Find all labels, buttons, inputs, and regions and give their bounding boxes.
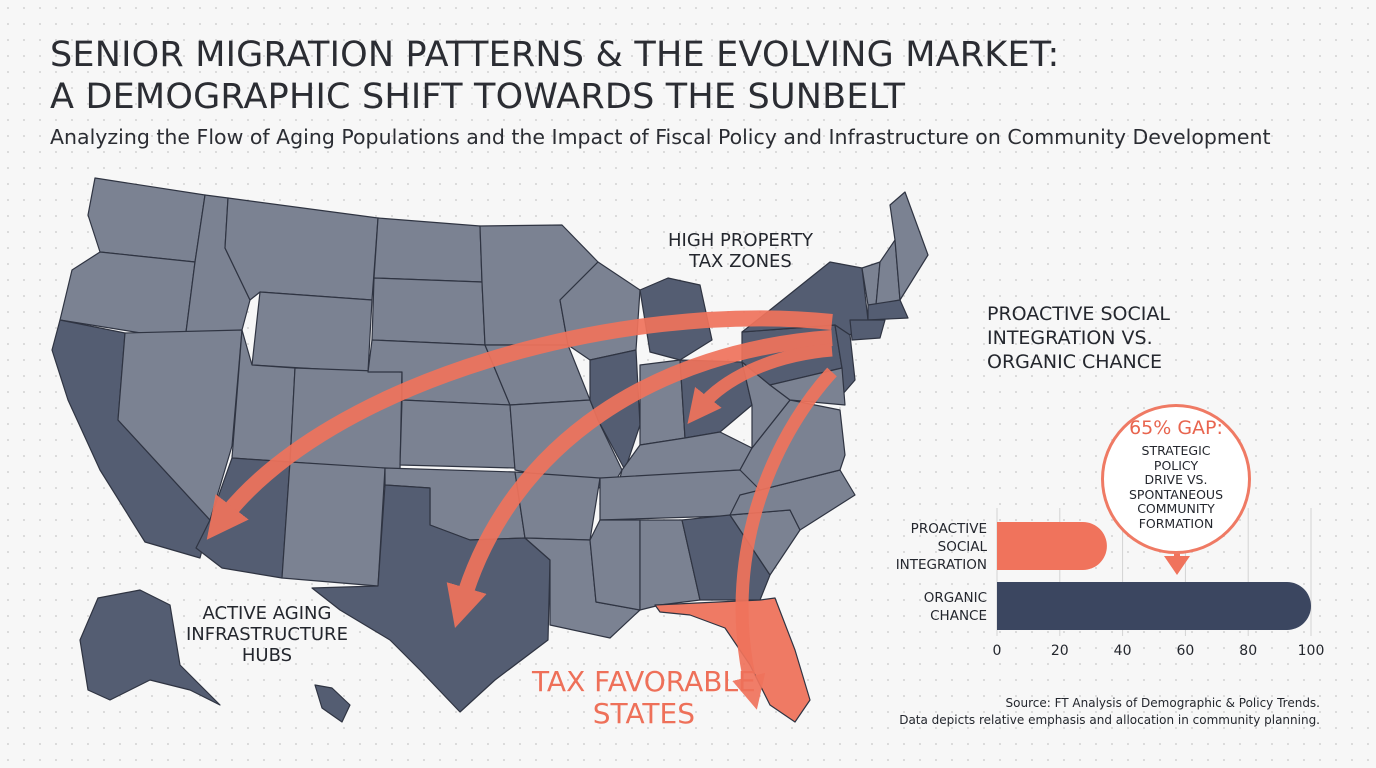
category-label-0: PROACTIVE SOCIAL INTEGRATION <box>896 521 988 573</box>
state-oregon <box>59 251 196 341</box>
state-north-carolina <box>729 469 856 531</box>
panel-title-line-1: PROACTIVE SOCIAL <box>987 303 1170 325</box>
state-massachusetts <box>867 299 909 321</box>
page-title: SENIOR MIGRATION PATTERNS & THE EVOLVING… <box>50 34 1060 118</box>
source-note: Source: FT Analysis of Demographic & Pol… <box>899 695 1320 729</box>
panel-title: PROACTIVE SOCIAL INTEGRATION VS. ORGANIC… <box>987 302 1170 374</box>
gap-callout: 65% GAP: STRATEGIC POLICY DRIVE VS. SPON… <box>1101 404 1251 554</box>
tick-label-4: 80 <box>1239 643 1257 659</box>
label-tax-favorable-line-1: TAX FAVORABLE <box>532 665 756 698</box>
panel-title-line-2: INTEGRATION VS. <box>987 327 1153 349</box>
source-line-2: Data depicts relative emphasis and alloc… <box>899 713 1320 727</box>
label-high-property-tax-zones: HIGH PROPERTY TAX ZONES <box>668 230 813 272</box>
migration-arrow-ny-to-arizona <box>206 310 833 540</box>
tick-label-1: 20 <box>1051 643 1069 659</box>
state-florida <box>654 597 811 723</box>
label-tax-favorable-line-2: STATES <box>592 697 695 730</box>
callout-line-2: DRIVE VS. <box>1144 472 1208 487</box>
state-hawaii <box>314 684 351 723</box>
callout-headline: 65% GAP: <box>1129 417 1223 439</box>
label-active-aging-hubs: ACTIVE AGING INFRASTRUCTURE HUBS <box>186 603 348 666</box>
tick-label-5: 100 <box>1298 643 1325 659</box>
migration-arrow-nj-to-florida <box>732 367 837 710</box>
callout-line-3: SPONTANEOUS <box>1128 486 1224 502</box>
label-hubs-line-1: ACTIVE AGING <box>202 603 332 624</box>
callout-arrow <box>1164 536 1190 575</box>
tick-label-2: 40 <box>1114 643 1132 659</box>
bar-0 <box>997 522 1107 570</box>
migration-arrows <box>206 310 837 710</box>
source-line-1: Source: FT Analysis of Demographic & Pol… <box>1005 696 1320 710</box>
migration-arrow-pa-to-ohio <box>687 343 833 424</box>
state-alaska <box>79 589 221 706</box>
category-label-1: ORGANIC CHANCE <box>924 590 987 624</box>
label-high-tax-line-1: HIGH PROPERTY <box>668 230 813 251</box>
title-line-2: A DEMOGRAPHIC SHIFT TOWARDS THE SUNBELT <box>50 77 906 117</box>
label-tax-favorable-states: TAX FAVORABLE STATES <box>532 666 756 730</box>
label-high-tax-line-2: TAX ZONES <box>689 251 792 272</box>
callout-body: STRATEGIC POLICY DRIVE VS. SPONTANEOUS C… <box>1104 443 1248 531</box>
title-line-1: SENIOR MIGRATION PATTERNS & THE EVOLVING… <box>50 35 1060 75</box>
bar-1 <box>997 582 1311 630</box>
state-maine <box>889 191 929 301</box>
state-connecticut <box>849 319 886 341</box>
label-hubs-line-2: INFRASTRUCTURE <box>186 624 348 645</box>
state-nevada <box>117 329 243 521</box>
tick-label-3: 60 <box>1176 643 1194 659</box>
state-alabama <box>639 519 701 611</box>
tick-label-0: 0 <box>993 643 1002 659</box>
callout-line-1: STRATEGIC POLICY <box>1141 443 1211 473</box>
callout-line-4: COMMUNITY <box>1137 501 1215 516</box>
panel-title-line-3: ORGANIC CHANCE <box>987 351 1163 373</box>
state-new-jersey <box>834 324 856 396</box>
label-hubs-line-3: HUBS <box>241 645 293 666</box>
callout-line-5: FORMATION <box>1138 515 1214 531</box>
migration-arrow-ny-to-texas <box>446 330 833 628</box>
page-subtitle: Analyzing the Flow of Aging Populations … <box>50 125 1271 149</box>
